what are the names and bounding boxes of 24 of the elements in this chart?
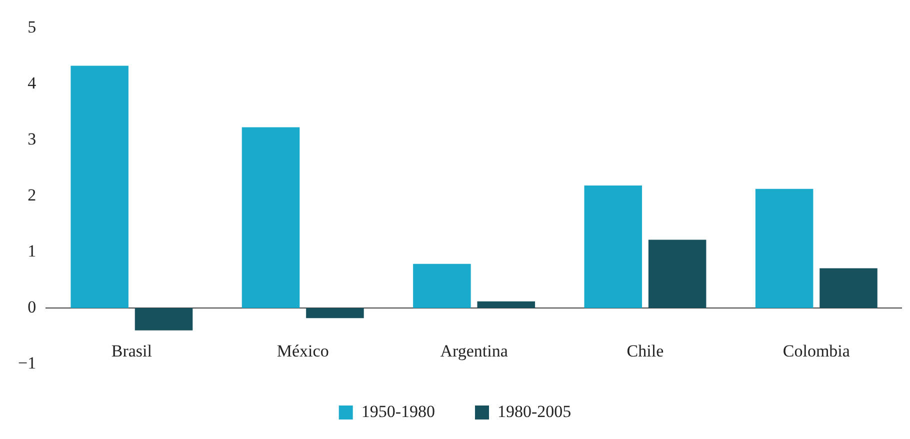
bar <box>584 185 642 308</box>
y-tick-label: 4 <box>28 74 37 93</box>
bar <box>134 308 193 330</box>
y-tick-label: 0 <box>28 298 36 316</box>
bar <box>242 127 300 308</box>
x-tick-label: México <box>276 342 329 361</box>
y-tick-label: 3 <box>28 130 36 149</box>
x-tick-label: Argentina <box>440 342 508 361</box>
y-tick-label: 2 <box>28 186 36 205</box>
bar <box>477 301 536 308</box>
y-tick-label: 1 <box>28 242 36 261</box>
bar <box>648 240 706 308</box>
bar <box>820 268 878 308</box>
y-tick-label: −1 <box>18 353 36 372</box>
x-tick-label: Colombia <box>782 342 850 361</box>
y-tick-label: 5 <box>28 18 36 37</box>
x-tick-label: Chile <box>626 342 664 361</box>
bar <box>755 188 814 308</box>
legend-label: 1950-1980 <box>361 402 436 421</box>
x-tick-label: Brasil <box>111 342 152 361</box>
legend-label: 1980-2005 <box>498 402 572 421</box>
bar <box>306 308 364 318</box>
bar <box>413 264 471 308</box>
bar <box>70 66 128 308</box>
